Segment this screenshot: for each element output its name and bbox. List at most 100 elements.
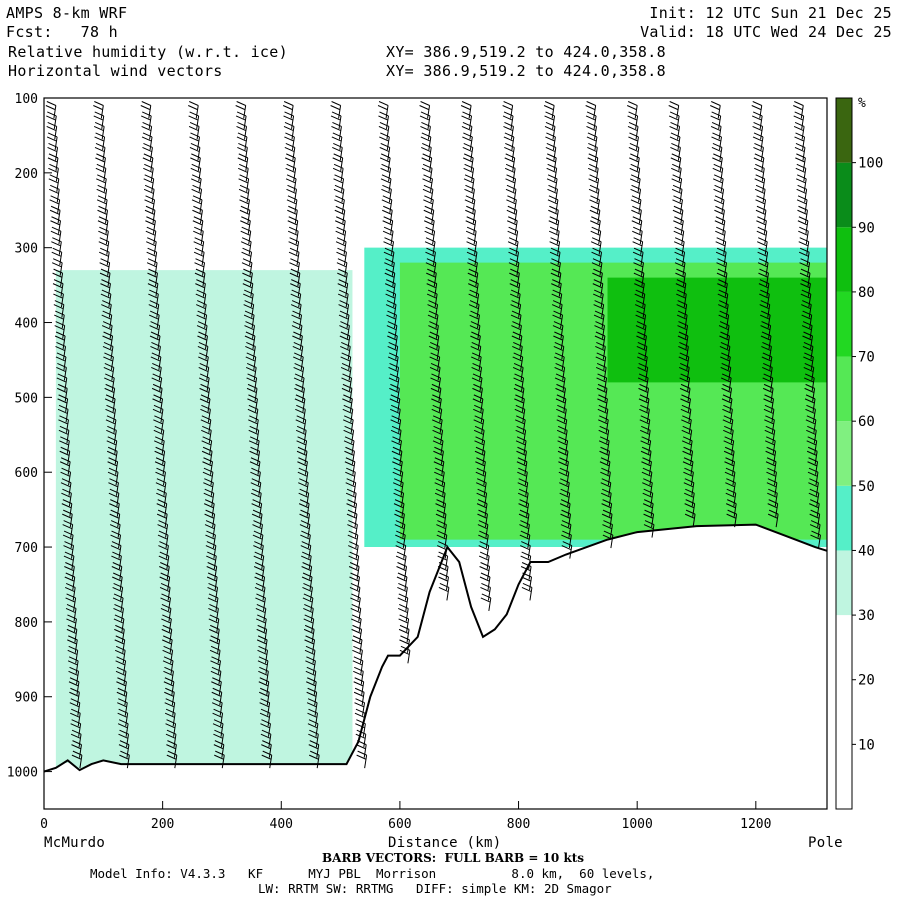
barb-flag bbox=[393, 503, 404, 509]
barb-shaft bbox=[246, 199, 250, 213]
barb-flag bbox=[351, 614, 362, 620]
barb-flag bbox=[242, 283, 253, 289]
barb-flag bbox=[142, 157, 153, 163]
barb-flag bbox=[259, 666, 269, 672]
barb-flag bbox=[428, 335, 439, 341]
barb-flag bbox=[239, 174, 249, 180]
barb-flag bbox=[593, 314, 604, 320]
barb-flag bbox=[211, 656, 221, 662]
barb-flag bbox=[153, 419, 163, 425]
barb-flag bbox=[554, 331, 564, 337]
barb-flag bbox=[250, 482, 261, 488]
barb-flag bbox=[244, 300, 254, 306]
barb-flag bbox=[346, 503, 356, 509]
barb-flag bbox=[118, 733, 128, 739]
barb-shaft bbox=[469, 126, 473, 140]
barb-flag bbox=[638, 352, 648, 358]
barb-shaft bbox=[354, 524, 358, 538]
barb-flag bbox=[196, 314, 206, 320]
barb-flag bbox=[764, 429, 774, 435]
barb-flag bbox=[711, 136, 721, 142]
barb-flag bbox=[436, 499, 446, 505]
barb-flag bbox=[380, 178, 391, 184]
barb-flag bbox=[380, 167, 390, 173]
barb-flag bbox=[628, 146, 639, 152]
barb-flag bbox=[504, 121, 514, 127]
barb-flag bbox=[384, 262, 394, 268]
barb-flag bbox=[190, 157, 200, 163]
barb-flag bbox=[516, 450, 526, 456]
barb-flag bbox=[561, 534, 571, 540]
barb-shaft bbox=[688, 409, 692, 423]
barb-shaft bbox=[596, 178, 600, 192]
barb-flag bbox=[107, 446, 118, 452]
barb-flag bbox=[258, 670, 268, 676]
barb-shaft bbox=[606, 430, 610, 444]
barb-flag bbox=[188, 115, 198, 121]
barb-flag bbox=[642, 467, 653, 473]
barb-shaft bbox=[524, 472, 528, 486]
barb-shaft bbox=[352, 461, 356, 475]
barb-shaft bbox=[315, 713, 318, 727]
barb-flag bbox=[64, 576, 74, 582]
barb-flag bbox=[385, 293, 395, 299]
barb-flag bbox=[800, 258, 810, 264]
barb-shaft bbox=[253, 356, 257, 371]
barb-shaft bbox=[651, 514, 655, 528]
barb-flag bbox=[284, 136, 294, 142]
barb-flag bbox=[766, 457, 777, 463]
barb-flag bbox=[398, 593, 408, 599]
barb-flag bbox=[399, 639, 409, 645]
barb-flag bbox=[597, 373, 607, 379]
cross-section-xy-2: XY= 386.9,519.2 to 424.0,358.8 bbox=[386, 62, 666, 80]
barb-flag bbox=[154, 450, 164, 456]
barb-shaft bbox=[304, 461, 308, 475]
barb-flag bbox=[804, 362, 814, 368]
barb-flag bbox=[509, 272, 519, 278]
barb-shaft bbox=[562, 388, 566, 402]
barb-shaft bbox=[256, 430, 260, 444]
barb-flag bbox=[673, 241, 684, 247]
barb-shaft bbox=[354, 503, 358, 517]
barb-flag bbox=[514, 383, 525, 389]
barb-flag bbox=[722, 383, 732, 389]
barb-flag bbox=[555, 352, 565, 358]
barb-flag bbox=[586, 101, 596, 106]
barb-flag bbox=[291, 300, 302, 306]
barb-flag bbox=[151, 342, 161, 347]
barb-flag bbox=[64, 566, 74, 571]
barb-flag bbox=[765, 425, 775, 431]
barb-flag bbox=[386, 325, 397, 330]
barb-flag bbox=[161, 618, 171, 624]
barb-shaft bbox=[310, 608, 314, 622]
barb-shaft bbox=[159, 388, 163, 402]
barb-flag bbox=[425, 237, 436, 243]
barb-flag bbox=[72, 750, 83, 756]
barb-shaft bbox=[67, 451, 71, 465]
barb-shaft bbox=[262, 576, 266, 591]
barb-shaft bbox=[71, 566, 75, 580]
barb-shaft bbox=[721, 189, 725, 203]
barb-shaft bbox=[156, 314, 160, 329]
barb-flag bbox=[252, 488, 262, 494]
barb-shaft bbox=[70, 524, 74, 538]
barb-shaft bbox=[293, 168, 297, 182]
barb-shaft bbox=[105, 220, 109, 234]
barb-flag bbox=[642, 503, 653, 509]
barb-flag bbox=[355, 698, 365, 704]
barb-shaft bbox=[244, 126, 248, 140]
barb-flag bbox=[387, 310, 397, 316]
barb-shaft bbox=[596, 199, 600, 213]
barb-flag bbox=[419, 115, 430, 121]
barb-flag bbox=[63, 520, 73, 526]
barb-flag bbox=[804, 398, 815, 404]
barb-shaft bbox=[733, 493, 737, 507]
barb-flag bbox=[71, 754, 82, 760]
barb-flag bbox=[381, 163, 391, 169]
barb-shaft bbox=[768, 346, 772, 360]
barb-shaft bbox=[647, 430, 651, 444]
barb-shaft bbox=[53, 105, 57, 119]
barb-flag bbox=[295, 429, 306, 435]
barb-flag bbox=[677, 325, 687, 330]
barb-flag bbox=[633, 262, 643, 268]
